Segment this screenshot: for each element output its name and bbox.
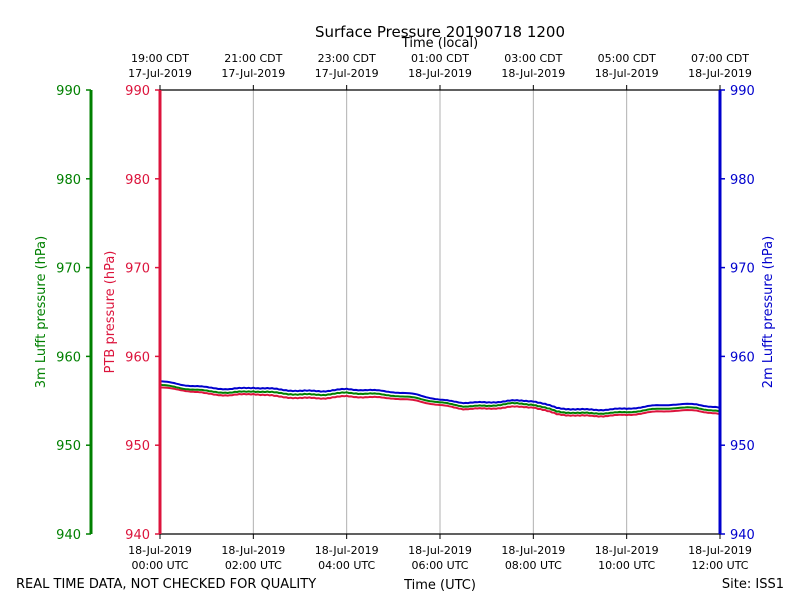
utc-tick-time: 02:00 UTC bbox=[225, 559, 282, 572]
top-axis-label: Time (local) bbox=[401, 36, 478, 51]
site-label: Site: ISS1 bbox=[722, 577, 784, 592]
ptb-tick-label: 970 bbox=[125, 262, 150, 277]
axis-ticks: 940 940 940 950 950 950 960 960 960 970 970 970 980 9… bbox=[56, 52, 755, 572]
local-tick-date: 18-Jul-2019 bbox=[595, 67, 659, 80]
ptb-tick-label: 940 bbox=[125, 528, 150, 543]
local-tick-time: 01:00 CDT bbox=[411, 52, 469, 65]
lufft2m-tick-label: 980 bbox=[730, 173, 755, 188]
utc-tick-date: 18-Jul-2019 bbox=[221, 544, 285, 557]
ptb-tick-label: 950 bbox=[125, 439, 150, 454]
series-lines bbox=[159, 380, 721, 418]
ptb-tick-label: 990 bbox=[125, 84, 150, 99]
plot-frame bbox=[89, 89, 722, 535]
ptb-tick-label: 980 bbox=[125, 173, 150, 188]
lufft2m-tick-label: 970 bbox=[730, 262, 755, 277]
utc-tick-date: 18-Jul-2019 bbox=[408, 544, 472, 557]
utc-tick-time: 08:00 UTC bbox=[505, 559, 562, 572]
lufft2m-tick-label: 990 bbox=[730, 84, 755, 99]
lufft2m-tick-label: 950 bbox=[730, 439, 755, 454]
local-tick-date: 18-Jul-2019 bbox=[688, 67, 752, 80]
utc-tick-time: 12:00 UTC bbox=[691, 559, 748, 572]
utc-tick-date: 18-Jul-2019 bbox=[128, 544, 192, 557]
lufft3m-tick-label: 940 bbox=[56, 528, 81, 543]
y-axis-label-2m-lufft: 2m Lufft pressure (hPa) bbox=[761, 236, 776, 388]
local-tick-time: 19:00 CDT bbox=[131, 52, 189, 65]
local-tick-time: 23:00 CDT bbox=[318, 52, 376, 65]
utc-tick-time: 10:00 UTC bbox=[598, 559, 655, 572]
grid-lines bbox=[252, 90, 628, 534]
utc-tick-date: 18-Jul-2019 bbox=[501, 544, 565, 557]
utc-tick-date: 18-Jul-2019 bbox=[688, 544, 752, 557]
utc-tick-time: 04:00 UTC bbox=[318, 559, 375, 572]
ptb-tick-label: 960 bbox=[125, 350, 150, 365]
local-tick-date: 18-Jul-2019 bbox=[501, 67, 565, 80]
chart-title: Surface Pressure 20190718 1200 bbox=[315, 23, 565, 41]
local-tick-time: 03:00 CDT bbox=[504, 52, 562, 65]
utc-tick-time: 06:00 UTC bbox=[411, 559, 468, 572]
utc-tick-time: 00:00 UTC bbox=[131, 559, 188, 572]
series-line-2m-lufft-pressure bbox=[159, 380, 721, 412]
local-tick-date: 18-Jul-2019 bbox=[408, 67, 472, 80]
y-axis-label-ptb: PTB pressure (hPa) bbox=[103, 251, 118, 374]
local-tick-date: 17-Jul-2019 bbox=[128, 67, 192, 80]
lufft3m-tick-label: 990 bbox=[56, 84, 81, 99]
lufft2m-tick-label: 960 bbox=[730, 350, 755, 365]
lufft3m-tick-label: 960 bbox=[56, 350, 81, 365]
utc-tick-date: 18-Jul-2019 bbox=[315, 544, 379, 557]
bottom-axis-label: Time (UTC) bbox=[403, 578, 476, 593]
local-tick-time: 07:00 CDT bbox=[691, 52, 749, 65]
utc-tick-date: 18-Jul-2019 bbox=[595, 544, 659, 557]
quality-disclaimer: REAL TIME DATA, NOT CHECKED FOR QUALITY bbox=[16, 577, 316, 592]
local-tick-date: 17-Jul-2019 bbox=[315, 67, 379, 80]
lufft2m-tick-label: 940 bbox=[730, 528, 755, 543]
lufft3m-tick-label: 970 bbox=[56, 262, 81, 277]
local-tick-date: 17-Jul-2019 bbox=[221, 67, 285, 80]
lufft3m-tick-label: 980 bbox=[56, 173, 81, 188]
local-tick-time: 21:00 CDT bbox=[224, 52, 282, 65]
series-line-3m-lufft-pressure bbox=[159, 383, 721, 415]
local-tick-time: 05:00 CDT bbox=[598, 52, 656, 65]
lufft3m-tick-label: 950 bbox=[56, 439, 81, 454]
y-axis-label-3m-lufft: 3m Lufft pressure (hPa) bbox=[34, 236, 49, 388]
series-line-ptb-pressure bbox=[160, 386, 721, 418]
